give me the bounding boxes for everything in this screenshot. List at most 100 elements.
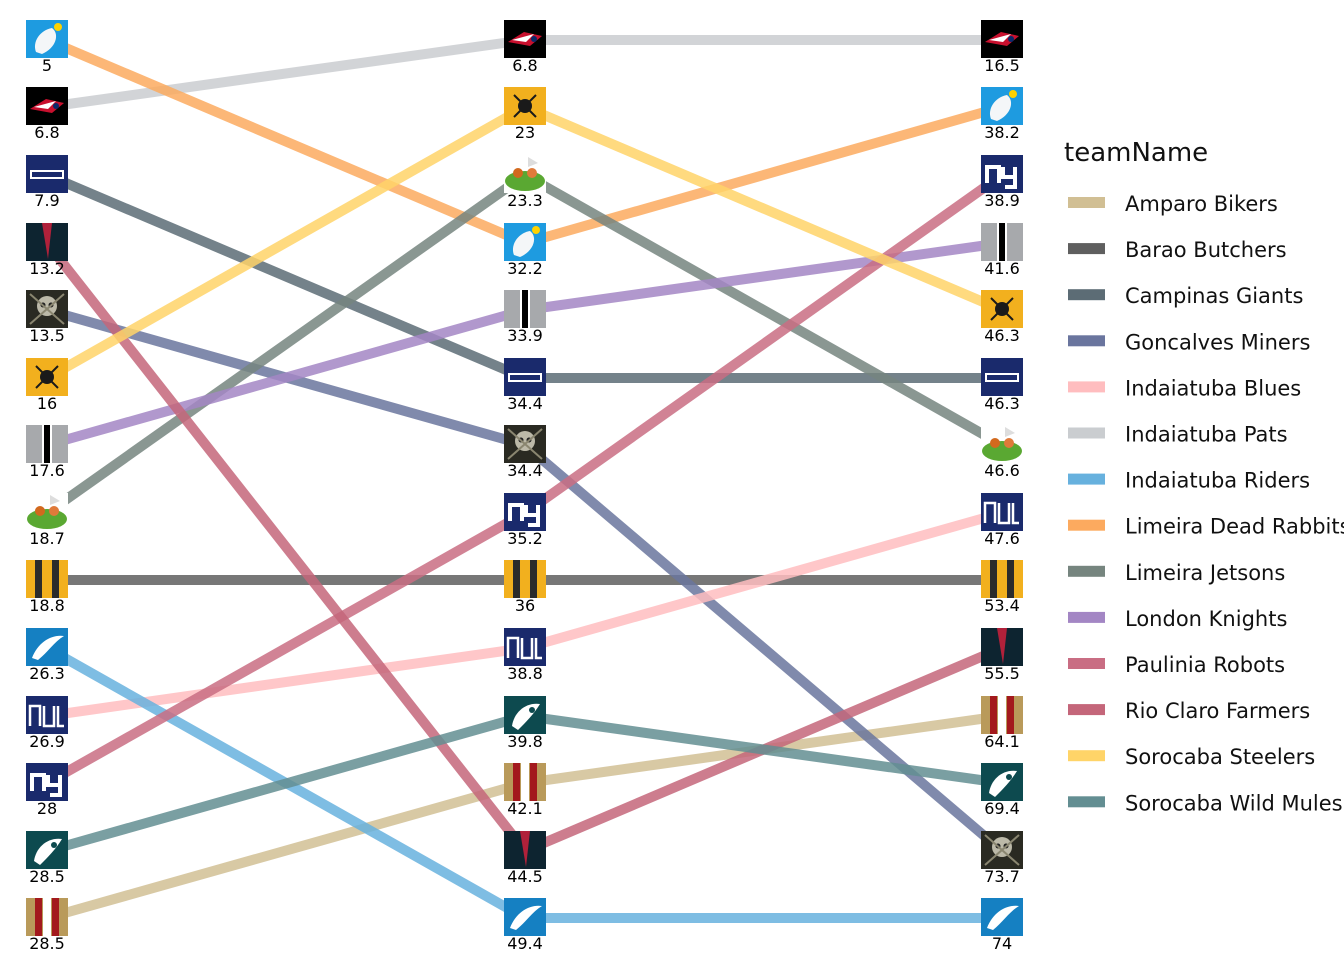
- legend-key: [1068, 704, 1105, 716]
- legend-item-indaiatuba-riders: Indaiatuba Riders: [1068, 469, 1310, 493]
- value-label: 34.4: [507, 394, 543, 413]
- legend-key: [1068, 289, 1105, 301]
- legend-label: Sorocaba Wild Mules: [1125, 791, 1343, 815]
- value-label: 46.3: [984, 326, 1020, 345]
- paulinia-robots-logo-icon: [504, 493, 546, 531]
- jetsons-logo-icon: [26, 493, 68, 531]
- legend-item-indaiatuba-pats: Indaiatuba Pats: [1068, 423, 1288, 447]
- campinas-giants-logo-icon: [981, 358, 1023, 396]
- value-label: 18.8: [29, 596, 65, 615]
- legend-key: [1068, 243, 1105, 255]
- legend-key: [1068, 750, 1105, 762]
- legend-label: Indaiatuba Pats: [1125, 423, 1288, 447]
- legend-item-goncalves-miners: Goncalves Miners: [1068, 330, 1310, 354]
- value-label: 33.9: [507, 326, 543, 345]
- legend-key: [1068, 796, 1105, 808]
- legend-item-paulinia-robots: Paulinia Robots: [1068, 653, 1285, 677]
- value-label: 28.5: [29, 867, 65, 886]
- value-label: 73.7: [984, 867, 1020, 886]
- wild-mules-logo-icon: [504, 696, 546, 734]
- bikers-logo-icon: [504, 763, 546, 801]
- legend-key: [1068, 381, 1105, 393]
- pats-logo-icon: [504, 20, 546, 58]
- legend-key: [1068, 519, 1105, 531]
- value-label: 46.3: [984, 394, 1020, 413]
- value-label: 28: [37, 799, 57, 818]
- value-label: 47.6: [984, 529, 1020, 548]
- value-label: 13.5: [29, 326, 65, 345]
- value-label: 6.8: [512, 56, 537, 75]
- legend-item-barao-butchers: Barao Butchers: [1068, 238, 1287, 262]
- jetsons-logo-icon: [504, 155, 546, 193]
- value-label: 39.8: [507, 732, 543, 751]
- value-label: 5: [42, 56, 52, 75]
- legend-item-indaiatuba-blues: Indaiatuba Blues: [1068, 376, 1301, 400]
- legend: teamName Amparo Bikers Barao Butchers Camp…: [1064, 138, 1344, 815]
- value-label: 38.8: [507, 664, 543, 683]
- value-label: 35.2: [507, 529, 543, 548]
- value-label: 38.9: [984, 191, 1020, 210]
- legend-title: teamName: [1064, 138, 1208, 168]
- blues-logo-icon: [504, 628, 546, 666]
- legend-label: Sorocaba Steelers: [1125, 745, 1315, 769]
- campinas-giants-logo-icon: [504, 358, 546, 396]
- miners-logo-icon: [504, 425, 546, 463]
- legend-key: [1068, 197, 1105, 208]
- value-label: 55.5: [984, 664, 1020, 683]
- legend-key: [1068, 427, 1105, 439]
- value-label: 36: [515, 596, 535, 615]
- value-label: 28.5: [29, 934, 65, 953]
- farmers-logo-icon: [504, 831, 546, 869]
- steelers-logo-icon: [26, 358, 68, 396]
- pats-logo-icon: [981, 20, 1023, 58]
- blues-logo-icon: [26, 696, 68, 734]
- knights-logo-icon: [981, 223, 1023, 261]
- team-logos-layer: [26, 20, 1023, 936]
- value-label: 41.6: [984, 259, 1020, 278]
- legend-label: Amparo Bikers: [1125, 192, 1278, 216]
- value-label: 42.1: [507, 799, 543, 818]
- legend-label: Paulinia Robots: [1125, 653, 1285, 677]
- butchers-logo-icon: [504, 560, 546, 598]
- legend-key: [1068, 658, 1105, 669]
- value-label: 44.5: [507, 867, 543, 886]
- value-label: 26.9: [29, 732, 65, 751]
- legend-label: Limeira Dead Rabbits: [1125, 515, 1344, 539]
- farmers-logo-icon: [26, 223, 68, 261]
- value-label: 34.4: [507, 461, 543, 480]
- legend-item-sorocaba-wild-mules: Sorocaba Wild Mules: [1068, 791, 1343, 815]
- legend-label: London Knights: [1125, 607, 1287, 631]
- value-label: 69.4: [984, 799, 1020, 818]
- bikers-logo-icon: [981, 696, 1023, 734]
- butchers-logo-icon: [26, 560, 68, 598]
- legend-item-amparo-bikers: Amparo Bikers: [1068, 192, 1278, 216]
- legend-label: Campinas Giants: [1125, 284, 1303, 308]
- legend-label: Indaiatuba Blues: [1125, 376, 1301, 400]
- campinas-giants-logo-icon: [26, 155, 68, 193]
- farmers-logo-icon: [981, 628, 1023, 666]
- steelers-logo-icon: [504, 87, 546, 125]
- jetsons-logo-icon: [981, 425, 1023, 463]
- value-label: 13.2: [29, 259, 65, 278]
- bikers-logo-icon: [26, 898, 68, 936]
- value-label: 46.6: [984, 461, 1020, 480]
- steelers-logo-icon: [981, 290, 1023, 328]
- value-label: 23.3: [507, 191, 543, 210]
- legend-item-limeira-dead-rabbits: Limeira Dead Rabbits: [1068, 515, 1344, 539]
- value-label: 38.2: [984, 123, 1020, 142]
- miners-logo-icon: [981, 831, 1023, 869]
- value-label: 74: [992, 934, 1012, 953]
- wild-mules-logo-icon: [26, 831, 68, 869]
- value-label: 64.1: [984, 732, 1020, 751]
- legend-item-campinas-giants: Campinas Giants: [1068, 284, 1303, 308]
- legend-item-limeira-jetsons: Limeira Jetsons: [1068, 561, 1285, 585]
- legend-key: [1068, 611, 1105, 623]
- legend-label: Rio Claro Farmers: [1125, 699, 1310, 723]
- value-label: 26.3: [29, 664, 65, 683]
- knights-logo-icon: [26, 425, 68, 463]
- miners-logo-icon: [26, 290, 68, 328]
- riders-logo-icon: [504, 898, 546, 936]
- legend-item-london-knights: London Knights: [1068, 607, 1287, 631]
- legend-item-rio-claro-farmers: Rio Claro Farmers: [1068, 699, 1310, 723]
- dead-rabbits-logo-icon: [981, 87, 1023, 125]
